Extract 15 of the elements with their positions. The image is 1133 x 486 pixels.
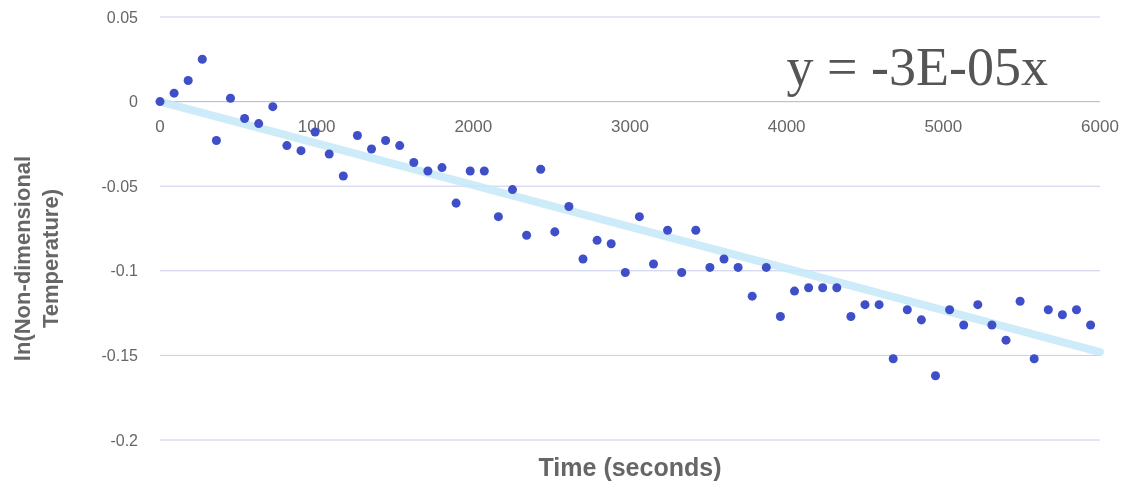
y-tick-label: -0.2 bbox=[110, 431, 139, 449]
y-tick-label: 0 bbox=[129, 93, 139, 111]
y-tick-label: -0.1 bbox=[110, 262, 139, 280]
x-tick-label: 4000 bbox=[767, 116, 806, 136]
annotation: y = -3E-05x bbox=[786, 37, 1048, 97]
x-tick-label: 2000 bbox=[454, 116, 493, 136]
y-tick-label: -0.05 bbox=[101, 177, 139, 195]
y-tick-label: 0.05 bbox=[106, 8, 139, 26]
y-tick-label: -0.15 bbox=[101, 347, 139, 364]
y-axis-title: ln(Non-dimensional Temperature) bbox=[10, 155, 63, 362]
x-tick-label: 5000 bbox=[924, 116, 963, 136]
x-tick-label: 3000 bbox=[611, 116, 649, 136]
x-tick-label: 6000 bbox=[1081, 116, 1119, 136]
x-tick-label: 0 bbox=[155, 116, 165, 136]
x-axis-title: Time (seconds) bbox=[538, 453, 722, 481]
